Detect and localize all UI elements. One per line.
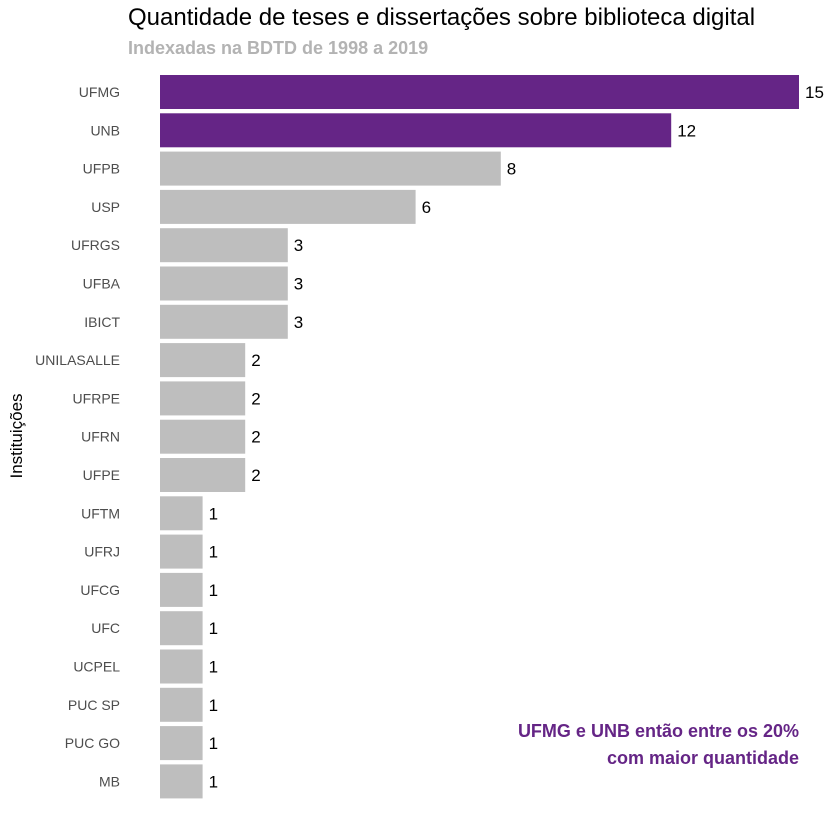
value-label-ufrj: 1 [209, 543, 218, 562]
y-tick-label-puc-sp: PUC SP [68, 697, 120, 713]
annotation-line-2: com maior quantidade [606, 748, 799, 768]
y-tick-label-ucpel: UCPEL [73, 659, 120, 675]
bar-unilasalle [160, 343, 246, 378]
bar-puc-sp [160, 687, 203, 722]
bar-ucpel [160, 649, 203, 684]
annotation-line-1: UFMG e UNB então entre os 20% [517, 721, 799, 741]
bar-ufpb [160, 151, 501, 186]
value-label-uftm: 1 [209, 504, 218, 523]
value-label-ufrpe: 2 [251, 389, 260, 408]
y-tick-label-ufpe: UFPE [83, 467, 120, 483]
y-tick-label-uftm: UFTM [81, 505, 120, 521]
value-label-mb: 1 [209, 772, 218, 791]
bar-puc-go [160, 726, 203, 761]
y-tick-label-ufba: UFBA [83, 276, 121, 292]
bar-ibict [160, 304, 288, 339]
bar-mb [160, 764, 203, 799]
annotation: UFMG e UNB então entre os 20% com maior … [518, 718, 799, 772]
bar-unb [160, 113, 672, 148]
value-label-unilasalle: 2 [251, 351, 260, 370]
bar-ufcg [160, 572, 203, 607]
bar-usp [160, 189, 416, 224]
value-label-ufcg: 1 [209, 581, 218, 600]
y-tick-label-puc-go: PUC GO [65, 735, 120, 751]
value-label-ibict: 3 [294, 313, 303, 332]
y-tick-label-usp: USP [91, 199, 120, 215]
y-tick-label-ufcg: UFCG [80, 582, 120, 598]
value-label-ufc: 1 [209, 619, 218, 638]
bar-ufrpe [160, 381, 246, 416]
y-tick-label-ufrj: UFRJ [84, 544, 120, 560]
y-tick-label-ufrn: UFRN [81, 429, 120, 445]
value-label-puc-go: 1 [209, 734, 218, 753]
bar-ufrn [160, 419, 246, 454]
bar-ufc [160, 611, 203, 646]
value-label-unb: 12 [677, 121, 696, 140]
y-tick-label-ufrpe: UFRPE [73, 390, 120, 406]
value-label-puc-sp: 1 [209, 696, 218, 715]
bar-ufmg [160, 75, 799, 109]
y-tick-label-ufpb: UFPB [83, 161, 120, 177]
bar-ufba [160, 266, 288, 301]
y-tick-label-ufc: UFC [91, 620, 120, 636]
y-tick-label-unilasalle: UNILASALLE [35, 352, 120, 368]
value-label-usp: 6 [422, 198, 431, 217]
value-label-ufrn: 2 [251, 428, 260, 447]
value-label-ufpe: 2 [251, 466, 260, 485]
value-label-ufba: 3 [294, 275, 303, 294]
bar-ufrgs [160, 228, 288, 263]
value-label-ufrgs: 3 [294, 236, 303, 255]
bar-ufrj [160, 534, 203, 569]
y-tick-label-ufrgs: UFRGS [71, 237, 120, 253]
chart-title: Quantidade de teses e dissertações sobre… [128, 4, 756, 31]
value-label-ufpb: 8 [507, 160, 516, 179]
y-tick-label-ufmg: UFMG [79, 84, 120, 100]
value-label-ufmg: 15 [805, 83, 824, 102]
bar-ufpe [160, 458, 246, 492]
chart-subtitle: Indexadas na BDTD de 1998 a 2019 [128, 38, 429, 58]
bar-uftm [160, 496, 203, 531]
y-tick-label-unb: UNB [90, 122, 120, 138]
value-label-ucpel: 1 [209, 658, 218, 677]
y-tick-label-ibict: IBICT [84, 314, 120, 330]
y-tick-label-mb: MB [99, 773, 120, 789]
